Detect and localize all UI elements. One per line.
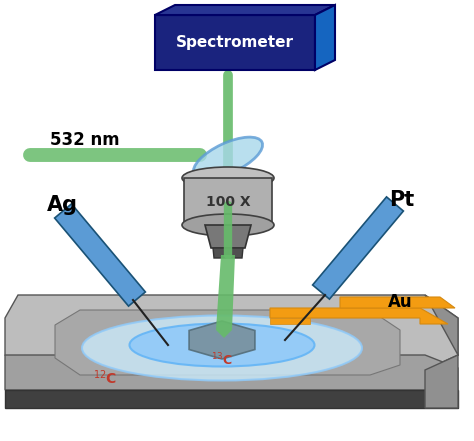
Ellipse shape — [182, 167, 274, 189]
Polygon shape — [5, 390, 458, 408]
Text: 100 X: 100 X — [206, 195, 250, 209]
Text: Ag: Ag — [46, 195, 78, 215]
Polygon shape — [213, 248, 243, 258]
Ellipse shape — [129, 324, 315, 366]
Polygon shape — [313, 197, 403, 299]
Text: 532 nm: 532 nm — [50, 131, 120, 149]
Polygon shape — [425, 295, 458, 408]
Polygon shape — [5, 295, 458, 370]
Polygon shape — [55, 204, 146, 306]
Text: Pt: Pt — [389, 190, 415, 210]
Polygon shape — [155, 5, 335, 15]
Polygon shape — [270, 308, 448, 324]
Polygon shape — [55, 310, 400, 375]
Ellipse shape — [182, 214, 274, 236]
Polygon shape — [155, 15, 315, 70]
Text: $^{12}$C: $^{12}$C — [93, 369, 117, 387]
Polygon shape — [205, 225, 251, 248]
Polygon shape — [216, 255, 235, 338]
Text: $^{13}$C: $^{13}$C — [211, 352, 233, 368]
Polygon shape — [184, 178, 272, 225]
Text: Spectrometer: Spectrometer — [176, 35, 294, 51]
Ellipse shape — [82, 315, 362, 381]
Polygon shape — [270, 318, 310, 324]
Polygon shape — [340, 297, 455, 308]
Text: Au: Au — [388, 293, 412, 311]
Polygon shape — [315, 5, 335, 70]
Ellipse shape — [193, 137, 263, 179]
Polygon shape — [189, 321, 255, 359]
Polygon shape — [5, 355, 458, 390]
